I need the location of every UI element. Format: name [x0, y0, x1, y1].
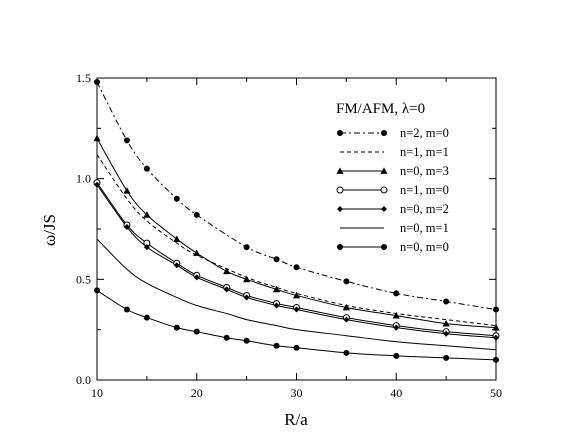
data-point — [123, 187, 131, 194]
data-point — [243, 244, 250, 251]
legend-label: n=1, m=0 — [400, 183, 449, 197]
data-point — [493, 334, 499, 341]
data-point — [143, 211, 151, 218]
data-point — [223, 334, 230, 341]
legend-label: n=0, m=1 — [400, 221, 449, 235]
data-point — [293, 264, 300, 271]
data-point — [343, 349, 350, 356]
data-point — [123, 137, 130, 144]
legend-label: n=0, m=3 — [400, 164, 449, 178]
data-point — [243, 275, 251, 283]
data-point — [193, 328, 200, 335]
legend-marker — [381, 244, 387, 250]
data-point — [273, 256, 280, 263]
data-point — [243, 337, 250, 344]
data-point — [173, 324, 180, 331]
data-point — [193, 249, 201, 257]
data-point — [273, 302, 280, 309]
x-axis-label: R/a — [284, 410, 308, 429]
y-tick-label: 1.5 — [76, 71, 91, 85]
data-point — [173, 262, 180, 269]
legend-marker — [380, 186, 388, 194]
data-point — [94, 79, 100, 86]
data-point — [443, 330, 450, 337]
data-point — [443, 354, 450, 361]
data-point — [393, 324, 400, 331]
legend: n=2, m=0 n=1, m=1 n=0, m=3 n=1, m=0 n=0, m=2… — [336, 126, 449, 254]
data-point — [342, 303, 350, 311]
axis-ticks: 10 20 30 40 50 0.0 0.5 1.0 1.5 — [76, 71, 502, 400]
legend-marker — [337, 206, 343, 212]
series-line — [96, 238, 497, 351]
x-tick-label: 20 — [191, 386, 203, 400]
legend-label: n=1, m=1 — [400, 145, 449, 159]
data-point — [93, 134, 101, 142]
data-point — [94, 181, 100, 188]
series-markers — [93, 79, 500, 363]
legend-marker — [337, 244, 343, 250]
x-tick-label: 30 — [291, 386, 303, 400]
series-line — [96, 154, 497, 327]
legend-marker — [337, 130, 343, 136]
data-point — [193, 211, 200, 218]
y-tick-label: 0.0 — [76, 373, 91, 387]
y-tick-label: 1.0 — [76, 172, 91, 186]
legend-marker — [380, 167, 388, 174]
legend-marker — [381, 130, 387, 136]
data-point — [243, 294, 250, 301]
data-point — [443, 298, 450, 305]
data-point — [393, 290, 400, 297]
data-point — [143, 244, 150, 251]
data-point — [223, 286, 230, 293]
chart-title: FM/AFM, λ=0 — [336, 101, 425, 117]
data-point — [273, 342, 280, 349]
data-point — [94, 287, 100, 294]
legend-label: n=0, m=2 — [400, 202, 449, 216]
data-point — [343, 316, 350, 323]
data-point — [493, 356, 499, 363]
data-point — [143, 314, 150, 321]
legend-marker — [336, 186, 344, 194]
series-line — [96, 81, 497, 311]
data-point — [293, 344, 300, 351]
data-point — [392, 311, 400, 319]
y-tick-label: 0.5 — [76, 272, 91, 286]
legend-marker — [336, 167, 344, 174]
data-point — [143, 165, 150, 172]
data-point — [393, 352, 400, 359]
data-point — [492, 324, 500, 331]
x-tick-label: 40 — [390, 386, 402, 400]
legend-label: n=2, m=0 — [400, 126, 449, 140]
x-tick-label: 10 — [91, 386, 103, 400]
data-point — [193, 274, 200, 281]
data-point — [173, 195, 180, 202]
data-point — [223, 267, 231, 275]
legend-marker — [381, 206, 387, 212]
data-point — [272, 285, 281, 293]
data-point — [493, 306, 499, 313]
x-tick-label: 50 — [490, 386, 502, 400]
data-point — [123, 223, 130, 230]
data-point — [442, 320, 450, 327]
data-point — [292, 291, 301, 299]
legend-label: n=0, m=0 — [400, 240, 449, 254]
y-axis-label: ω/JS — [40, 214, 59, 246]
data-point — [293, 306, 300, 313]
data-point — [123, 306, 130, 313]
data-point — [343, 278, 350, 285]
data-point — [173, 235, 181, 242]
